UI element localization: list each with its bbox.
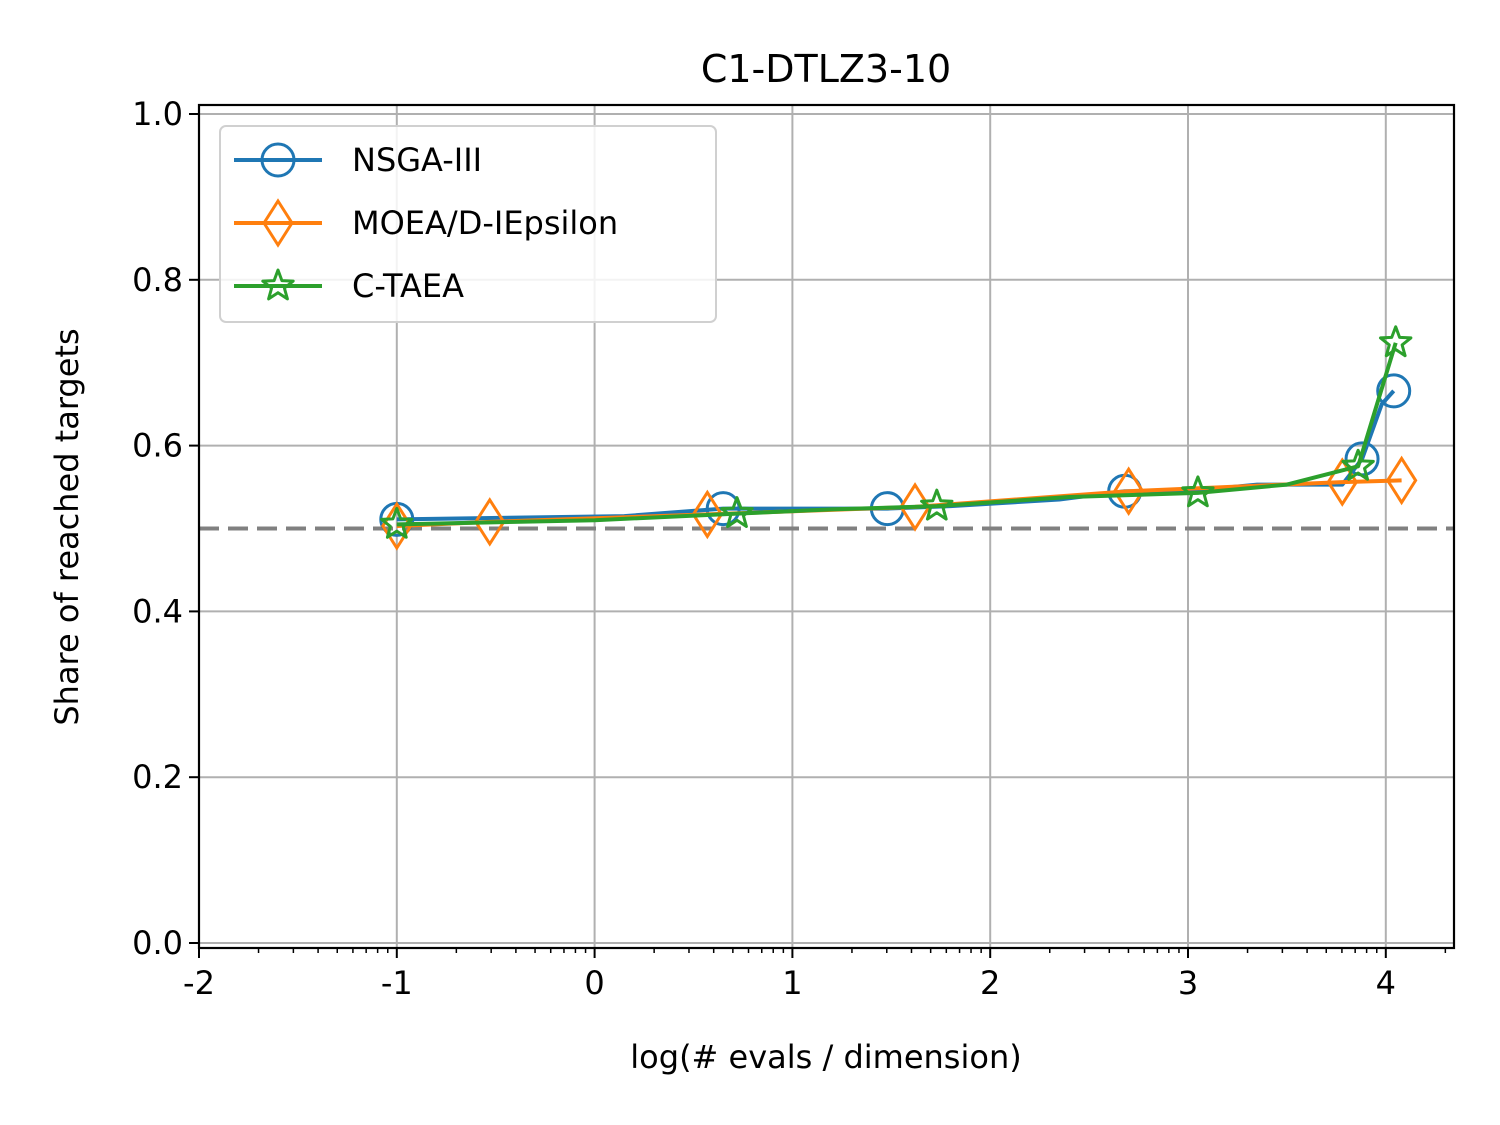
series-line	[396, 342, 1398, 527]
y-tick-label: 0.4	[132, 592, 183, 630]
x-tick-label: -2	[183, 964, 215, 1002]
legend-marker	[260, 142, 296, 178]
data-point	[720, 496, 754, 528]
x-axis-label: log(# evals / dimension)	[630, 1038, 1021, 1076]
legend-marker	[262, 198, 294, 248]
y-tick-label: 0.0	[132, 924, 183, 962]
data-point	[1385, 455, 1418, 506]
legend-marker	[261, 268, 295, 301]
legend-label: C-TAEA	[352, 267, 464, 305]
y-axis: 0.0 0.2 0.4 0.6 0.8 1.0	[132, 95, 199, 962]
legend: NSGA-III MOEA/D-IEpsilon C-TAEA	[219, 125, 717, 323]
data-point	[920, 488, 954, 521]
y-axis-label: Share of reached targets	[48, 328, 86, 725]
y-tick-label: 0.8	[132, 261, 183, 299]
legend-box	[219, 125, 717, 323]
x-tick-label: -1	[381, 964, 413, 1002]
x-axis: -2 -1 0 1 2 3 4	[183, 948, 1447, 1002]
data-point	[1112, 466, 1145, 516]
x-tick-label: 4	[1376, 964, 1396, 1002]
x-tick-label: 2	[980, 964, 1000, 1002]
data-point	[691, 489, 724, 540]
data-point	[1379, 325, 1413, 358]
data-point	[1181, 475, 1215, 508]
data-point	[1376, 373, 1412, 409]
series-2	[380, 325, 1413, 539]
legend-label: NSGA-III	[352, 141, 482, 179]
data-point	[473, 497, 506, 547]
data-point	[1341, 448, 1375, 481]
y-tick-label: 0.2	[132, 758, 183, 796]
data-point	[380, 506, 414, 539]
y-tick-label: 0.6	[132, 427, 183, 465]
x-tick-label: 3	[1178, 964, 1198, 1002]
y-tick-label: 1.0	[132, 95, 183, 133]
plot-frame	[197, 103, 1456, 950]
x-tick-label: 1	[782, 964, 802, 1002]
x-tick-label: 0	[584, 964, 604, 1002]
legend-label: MOEA/D-IEpsilon	[352, 204, 618, 242]
data-point	[705, 491, 741, 527]
plot-data	[379, 325, 1418, 551]
chart-title: C1-DTLZ3-10	[701, 47, 951, 91]
